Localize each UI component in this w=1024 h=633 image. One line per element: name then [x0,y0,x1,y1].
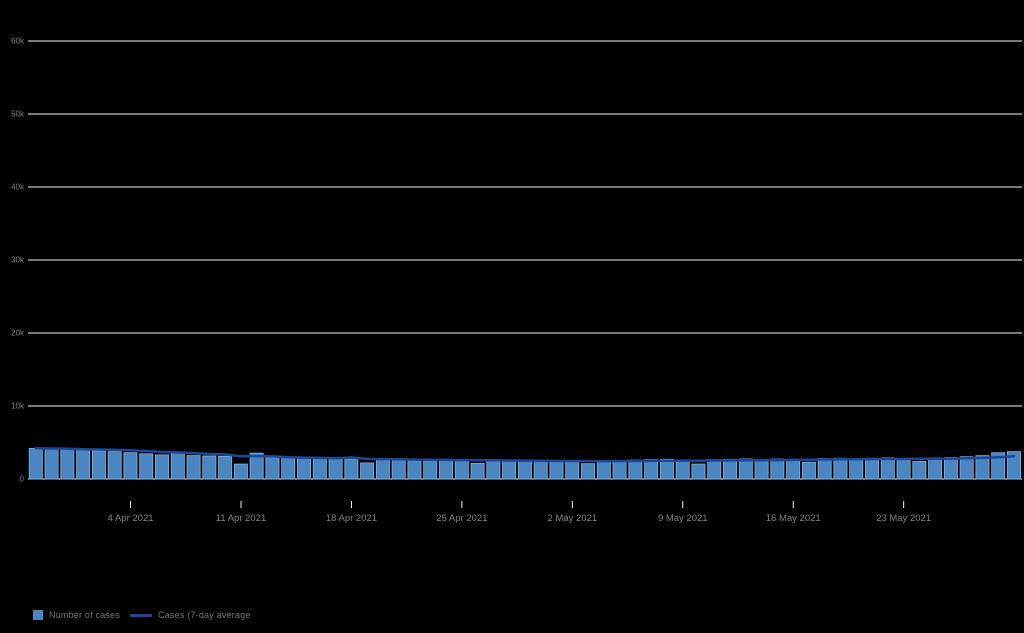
bar[interactable] [281,457,296,480]
bar[interactable] [991,452,1006,480]
y-tick-label: 20k [11,329,25,338]
bar[interactable] [76,449,91,480]
bar[interactable] [486,459,501,480]
x-tick-label: 25 Apr 2021 [436,513,487,524]
bar[interactable] [738,458,753,480]
bar[interactable] [596,460,611,480]
bar[interactable] [549,460,564,480]
bar[interactable] [123,452,138,480]
bar[interactable] [943,457,958,480]
x-tick-label: 18 Apr 2021 [326,513,377,524]
bar[interactable] [28,447,43,480]
average-line [34,447,1016,463]
bar[interactable] [517,460,532,480]
bar[interactable] [186,455,201,480]
x-tick-label: 2 May 2021 [548,513,598,524]
bar[interactable] [297,457,311,480]
bar[interactable] [218,455,233,480]
bar[interactable] [375,458,390,480]
bar[interactable] [581,463,596,480]
bar[interactable] [391,458,406,480]
bar[interactable] [533,459,548,480]
bar[interactable] [959,456,974,480]
bar[interactable] [912,461,927,480]
y-tick-label: 30k [11,256,25,265]
bar[interactable] [60,449,75,480]
bar-series-swatch-icon [33,610,43,620]
bar[interactable] [423,459,438,480]
bar[interactable] [975,455,990,480]
bar[interactable] [833,457,848,480]
bar[interactable] [344,458,359,480]
bar[interactable] [312,458,327,480]
bar[interactable] [644,459,659,480]
bar[interactable] [139,453,154,480]
bar[interactable] [328,458,343,480]
bar[interactable] [470,462,485,480]
bar[interactable] [407,459,422,480]
bar[interactable] [707,459,722,480]
y-tick-label: 40k [11,183,25,192]
bar[interactable] [786,458,801,480]
legend: Number of cases Cases (7-day average [33,610,251,620]
bar[interactable] [170,451,185,480]
x-tick-label: 11 Apr 2021 [216,513,267,524]
y-tick-label: 60k [11,37,25,46]
bar[interactable] [107,451,122,480]
bar[interactable] [439,459,453,480]
bar[interactable] [928,457,943,480]
bar[interactable] [691,463,706,480]
bar[interactable] [44,448,59,480]
bar[interactable] [817,458,832,480]
bar[interactable] [723,458,738,480]
bar[interactable] [880,457,895,480]
bar[interactable] [155,454,170,480]
legend-label-number-of-cases: Number of cases [49,610,121,620]
bar[interactable] [360,462,375,480]
bar[interactable] [565,460,580,480]
bar[interactable] [233,463,248,480]
bar[interactable] [612,459,627,480]
bar[interactable] [1007,451,1022,480]
bar[interactable] [675,460,690,480]
line-series-swatch-icon [130,613,153,617]
legend-label-cases-average: Cases (7-day average [158,610,251,620]
x-tick-label: 16 May 2021 [766,513,821,524]
bar[interactable] [754,458,769,480]
y-tick-label: 10k [11,402,25,411]
bar[interactable] [265,457,280,480]
bar[interactable] [865,457,880,480]
bar[interactable] [770,458,785,480]
bar[interactable] [896,458,911,480]
legend-item-number-of-cases[interactable]: Number of cases [33,610,120,620]
x-tick-label: 4 Apr 2021 [108,513,154,524]
bar[interactable] [91,450,106,480]
bar[interactable] [454,459,469,480]
bar[interactable] [801,461,816,480]
x-tick-label: 23 May 2021 [876,513,931,524]
y-tick-label: 0 [20,475,25,484]
bar[interactable] [249,452,264,480]
x-tick-label: 9 May 2021 [658,513,708,524]
legend-item-cases-average[interactable]: Cases (7-day average [130,610,251,620]
y-tick-label: 50k [11,110,25,119]
bar[interactable] [502,459,517,480]
bar[interactable] [849,458,864,480]
bar[interactable] [628,459,643,480]
bar[interactable] [202,455,217,480]
bar[interactable] [659,458,674,480]
